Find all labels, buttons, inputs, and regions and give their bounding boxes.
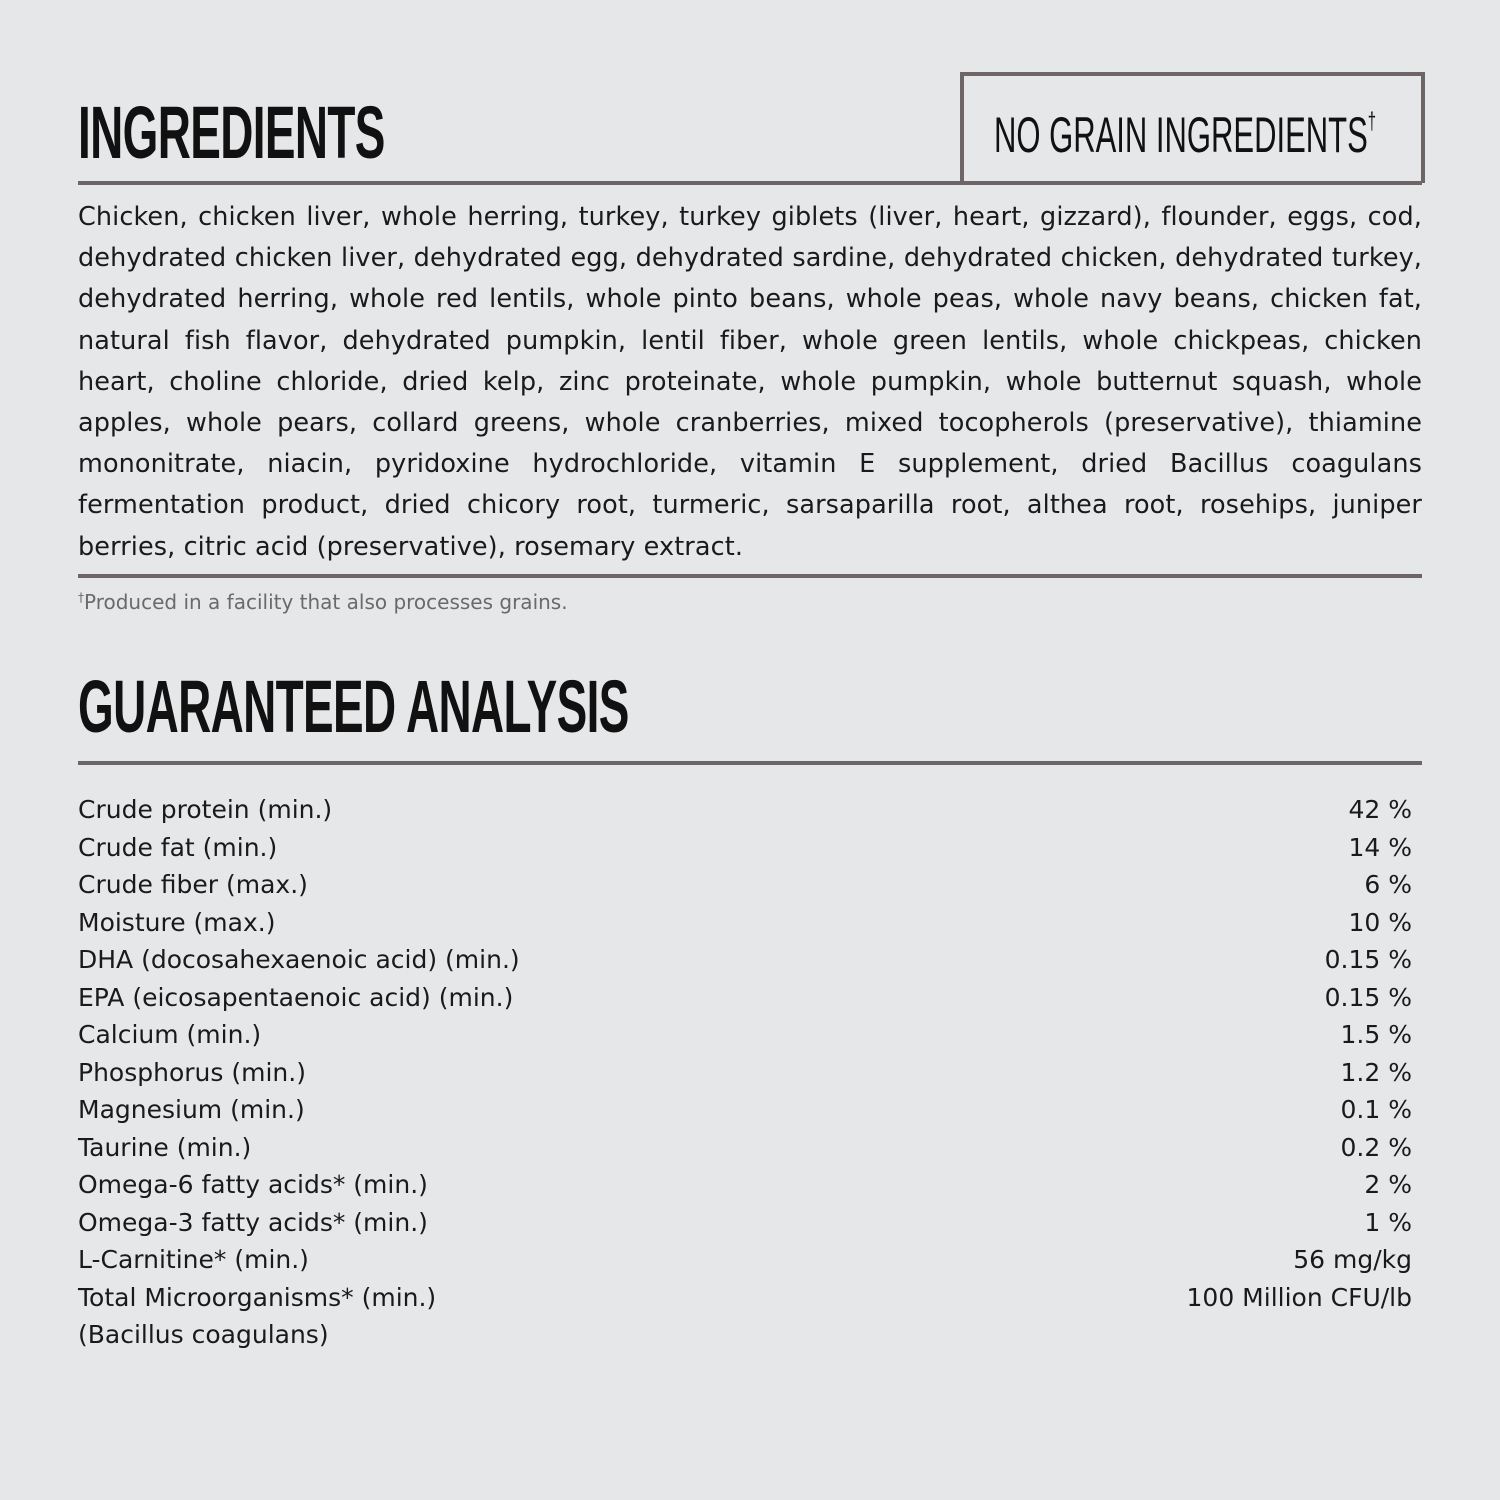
analysis-row: DHA (docosahexaenoic acid) (min.) 0.15 % — [78, 941, 1412, 979]
analysis-row: Crude fat (min.) 14 % — [78, 829, 1412, 867]
analysis-value: 1 % — [1364, 1207, 1412, 1237]
analysis-value: 2 % — [1364, 1170, 1412, 1199]
analysis-value: 0.1 % — [1340, 1095, 1412, 1124]
analysis-row: Crude protein (min.) 42 % — [78, 791, 1412, 829]
analysis-row: Omega-6 fatty acids* (min.) 2 % — [78, 1166, 1412, 1204]
analysis-value: 100 Million CFU/lb — [1186, 1282, 1412, 1312]
ingredients-title: INGREDIENTS — [78, 91, 385, 174]
ingredients-rule-top — [78, 181, 1422, 185]
footnote-mark: † — [78, 590, 84, 605]
analysis-title: GUARANTEED ANALYSIS — [78, 665, 629, 748]
analysis-value: 0.15 % — [1324, 982, 1412, 1012]
analysis-value: 42 % — [1348, 795, 1412, 824]
dagger-mark: † — [1367, 108, 1377, 135]
analysis-label: Total Microorganisms* (min.) — [78, 1282, 437, 1312]
analysis-label: Omega-3 fatty acids* (min.) — [78, 1207, 428, 1237]
analysis-row: Crude fiber (max.) 6 % — [78, 866, 1412, 904]
analysis-label: L-Carnitine* (min.) — [78, 1245, 309, 1274]
analysis-value: 10 % — [1348, 907, 1412, 937]
analysis-row: Total Microorganisms* (min.) 100 Million … — [78, 1279, 1412, 1317]
analysis-label: Moisture (max.) — [78, 907, 276, 937]
analysis-row: L-Carnitine* (min.) 56 mg/kg — [78, 1241, 1412, 1279]
analysis-label: Phosphorus (min.) — [78, 1057, 306, 1087]
analysis-row: EPA (eicosapentaenoic acid) (min.) 0.15 % — [78, 979, 1412, 1017]
analysis-label: Taurine (min.) — [78, 1132, 252, 1162]
analysis-value: 0.2 % — [1340, 1132, 1412, 1162]
analysis-value: 14 % — [1348, 832, 1412, 862]
analysis-label: Magnesium (min.) — [78, 1095, 305, 1124]
analysis-row: Moisture (max.) 10 % — [78, 904, 1412, 942]
footnote: †Produced in a facility that also proces… — [78, 590, 568, 614]
analysis-label: Crude fat (min.) — [78, 832, 278, 862]
analysis-label: EPA (eicosapentaenoic acid) (min.) — [78, 982, 514, 1012]
analysis-label: DHA (docosahexaenoic acid) (min.) — [78, 945, 520, 974]
analysis-row: Omega-3 fatty acids* (min.) 1 % — [78, 1204, 1412, 1242]
analysis-sublabel: (Bacillus coagulans) — [78, 1320, 329, 1349]
analysis-value: 1.5 % — [1340, 1020, 1412, 1049]
analysis-row: Calcium (min.) 1.5 % — [78, 1016, 1412, 1054]
analysis-row: Phosphorus (min.) 1.2 % — [78, 1054, 1412, 1092]
analysis-value: 6 % — [1364, 870, 1412, 899]
analysis-label: Omega-6 fatty acids* (min.) — [78, 1170, 428, 1199]
analysis-value: 56 mg/kg — [1293, 1245, 1412, 1274]
ingredients-rule-bottom — [78, 574, 1422, 578]
no-grain-badge: NO GRAIN INGREDIENTS† — [960, 72, 1425, 183]
analysis-table: Crude protein (min.) 42 % Crude fat (min.)… — [78, 791, 1412, 1354]
analysis-label: Crude fiber (max.) — [78, 870, 308, 899]
analysis-row: Magnesium (min.) 0.1 % — [78, 1091, 1412, 1129]
analysis-label: Calcium (min.) — [78, 1020, 262, 1049]
badge-label: NO GRAIN INGREDIENTS — [994, 107, 1368, 163]
analysis-value: 1.2 % — [1340, 1057, 1412, 1087]
analysis-row: Taurine (min.) 0.2 % — [78, 1129, 1412, 1167]
analysis-value: 0.15 % — [1324, 945, 1412, 974]
analysis-label: Crude protein (min.) — [78, 795, 333, 824]
ingredients-text: Chicken, chicken liver, whole herring, t… — [78, 202, 1422, 562]
analysis-rule — [78, 761, 1422, 765]
footnote-text: Produced in a facility that also process… — [84, 590, 568, 614]
